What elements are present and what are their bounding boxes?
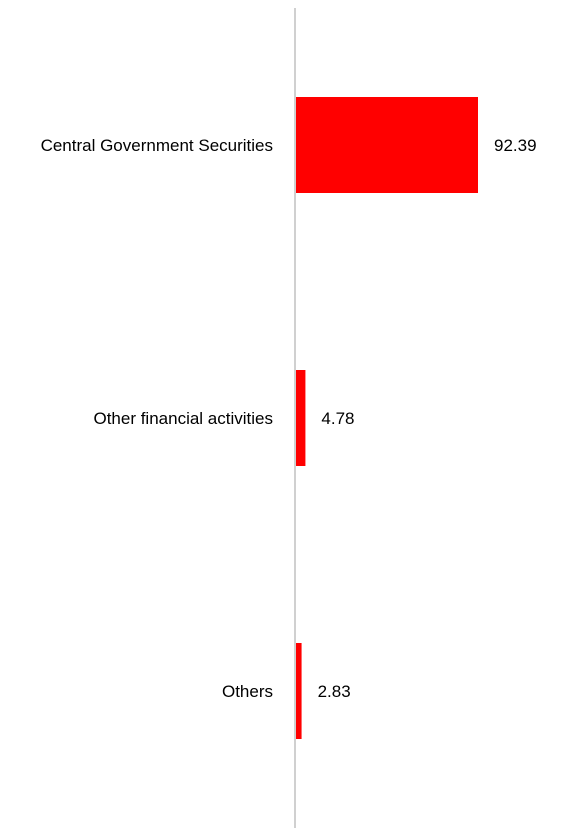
bar-2	[296, 643, 302, 739]
category-label-1: Other financial activities	[93, 409, 273, 428]
bar-0	[296, 97, 478, 193]
category-label-0: Central Government Securities	[41, 136, 273, 155]
value-labels-group: 92.39 4.78 2.83	[318, 136, 537, 701]
bar-1	[296, 370, 306, 466]
value-label-2: 2.83	[318, 682, 351, 701]
value-label-1: 4.78	[321, 409, 354, 428]
category-labels-group: Central Government Securities Other finan…	[41, 136, 273, 701]
bars-group	[296, 97, 478, 739]
value-label-0: 92.39	[494, 136, 537, 155]
category-label-2: Others	[222, 682, 273, 701]
